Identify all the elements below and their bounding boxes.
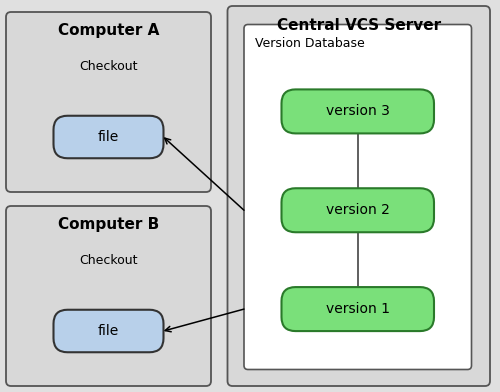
Text: Central VCS Server: Central VCS Server bbox=[276, 18, 441, 33]
Text: version 1: version 1 bbox=[326, 302, 390, 316]
Text: Checkout: Checkout bbox=[79, 254, 138, 267]
FancyBboxPatch shape bbox=[282, 89, 434, 133]
Text: version 2: version 2 bbox=[326, 203, 390, 217]
FancyBboxPatch shape bbox=[54, 116, 164, 158]
Text: Computer A: Computer A bbox=[58, 24, 159, 38]
FancyBboxPatch shape bbox=[282, 287, 434, 331]
Text: Computer B: Computer B bbox=[58, 218, 159, 232]
FancyBboxPatch shape bbox=[282, 188, 434, 232]
FancyBboxPatch shape bbox=[54, 310, 164, 352]
FancyBboxPatch shape bbox=[244, 25, 472, 370]
FancyBboxPatch shape bbox=[6, 12, 211, 192]
Text: Version Database: Version Database bbox=[255, 37, 365, 50]
FancyBboxPatch shape bbox=[228, 6, 490, 386]
Text: Checkout: Checkout bbox=[79, 60, 138, 74]
FancyBboxPatch shape bbox=[6, 206, 211, 386]
Text: file: file bbox=[98, 324, 119, 338]
Text: version 3: version 3 bbox=[326, 104, 390, 118]
Text: file: file bbox=[98, 130, 119, 144]
